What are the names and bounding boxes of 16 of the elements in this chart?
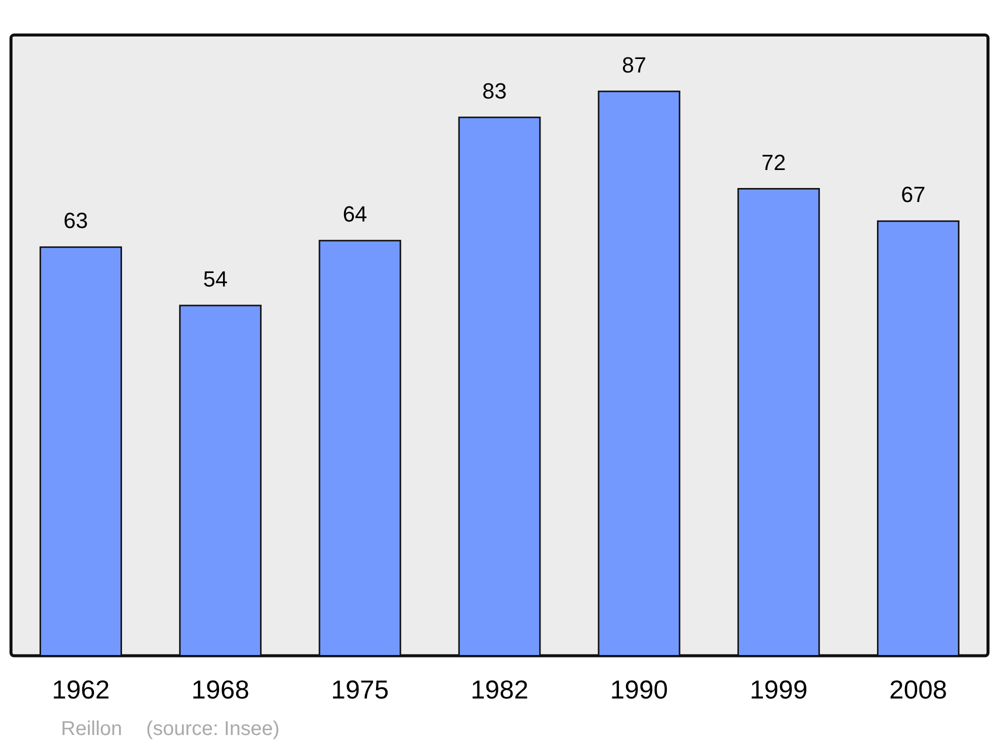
data-label: 54 [203, 266, 228, 292]
x-tick-label: 1968 [191, 674, 250, 705]
x-tick-label: 1982 [470, 674, 528, 705]
data-label: 83 [482, 78, 507, 104]
data-label: 63 [64, 208, 88, 234]
x-tick-label: 1962 [52, 674, 110, 705]
x-tick-label: 1990 [610, 674, 668, 705]
data-label: 67 [900, 182, 926, 208]
text: Reillon [61, 718, 122, 740]
x-tick-label: 1975 [331, 674, 389, 705]
x-tick-label: 2008 [889, 674, 948, 705]
data-label: 72 [761, 150, 786, 175]
data-label: 64 [342, 202, 368, 227]
text: (source: Insee) [146, 718, 280, 740]
x-tick-label: 1999 [750, 674, 808, 705]
data-label: 87 [622, 52, 646, 78]
